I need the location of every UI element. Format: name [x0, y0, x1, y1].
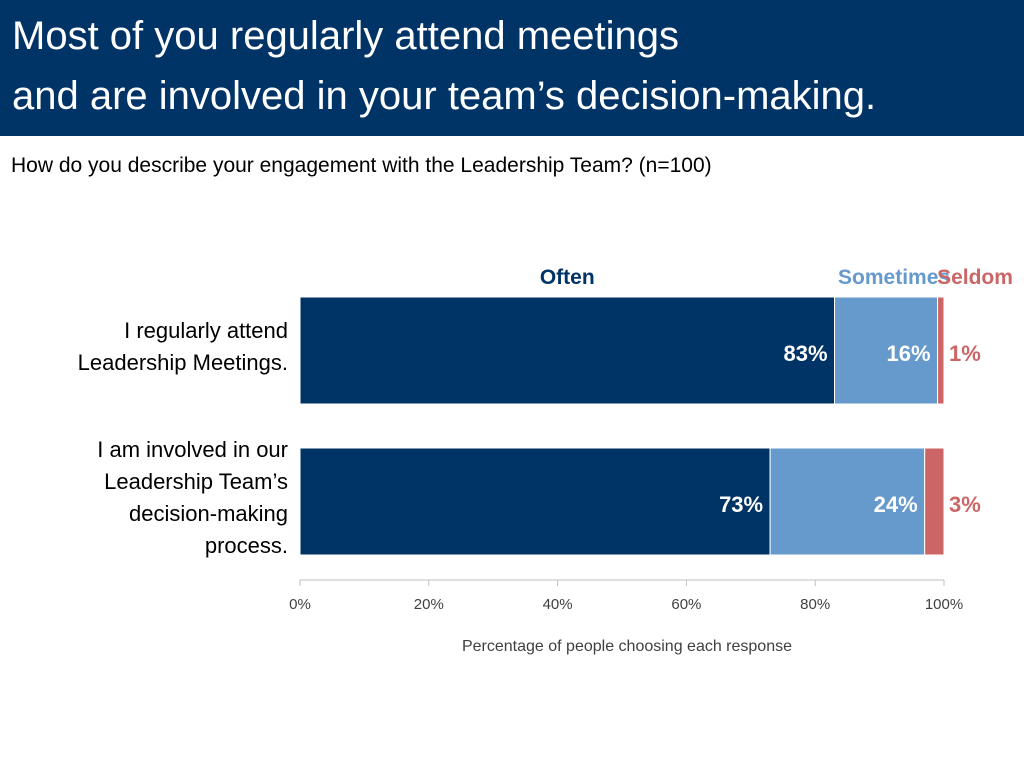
title-bar: Most of you regularly attend meetings an… — [0, 0, 1024, 136]
bar-often-1 — [299, 296, 836, 405]
slide-title-line-2: and are involved in your team’s decision… — [12, 74, 877, 118]
category-label-1: I regularly attend Leadership Meetings. — [28, 315, 288, 379]
x-tick-label-0: 0% — [289, 596, 311, 613]
data-label-seldom-2: 3% — [949, 492, 981, 517]
bar-often-2 — [299, 447, 771, 556]
category-label-2: I am involved in our Leadership Team’s d… — [48, 434, 288, 562]
bar-seldom-2 — [924, 447, 945, 556]
category-label-2-text: I am involved in our Leadership Team’s d… — [97, 437, 288, 558]
legend-seldom: Seldom — [937, 266, 1013, 289]
x-tick-label-1: 20% — [414, 596, 444, 613]
data-label-seldom-1: 1% — [949, 341, 981, 366]
bar-seldom-1 — [937, 296, 945, 405]
x-tick-label-3: 60% — [671, 596, 701, 613]
legend-sometimes: Sometimes — [838, 266, 950, 289]
category-label-1-text: I regularly attend Leadership Meetings. — [77, 318, 288, 375]
x-tick-label-2: 40% — [543, 596, 573, 613]
data-label-often-2: 73% — [719, 492, 763, 517]
data-label-often-1: 83% — [783, 341, 827, 366]
legend-often: Often — [540, 266, 595, 289]
data-label-sometimes-2: 24% — [874, 492, 918, 517]
slide-title-line-1: Most of you regularly attend meetings — [12, 14, 680, 58]
x-tick-label-5: 100% — [925, 596, 963, 613]
survey-question: How do you describe your engagement with… — [11, 154, 712, 177]
x-tick-label-4: 80% — [800, 596, 830, 613]
data-label-sometimes-1: 16% — [887, 341, 931, 366]
x-axis-title: Percentage of people choosing each respo… — [461, 638, 792, 655]
